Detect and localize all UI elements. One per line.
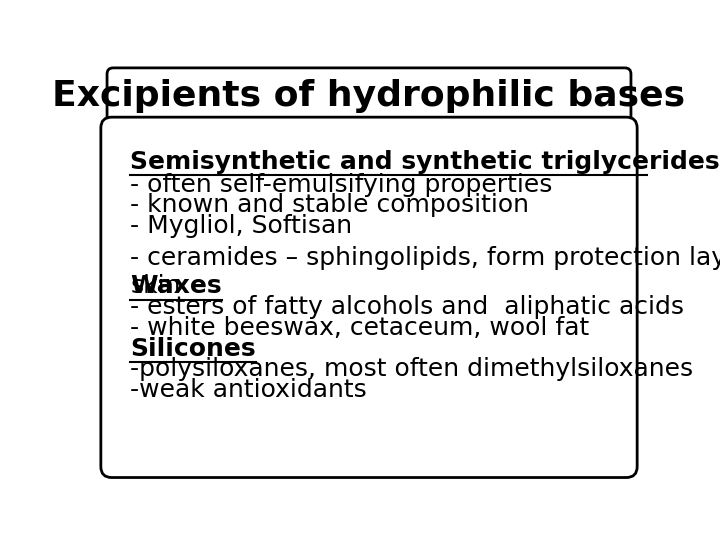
Text: - often self-emulsifying properties: - often self-emulsifying properties bbox=[130, 173, 553, 197]
Text: - white beeswax, cetaceum, wool fat: - white beeswax, cetaceum, wool fat bbox=[130, 316, 590, 340]
Text: Excipients of hydrophilic bases: Excipients of hydrophilic bases bbox=[53, 79, 685, 113]
Text: -weak antioxidants: -weak antioxidants bbox=[130, 378, 367, 402]
Text: Waxes: Waxes bbox=[130, 274, 222, 298]
Text: Silicones: Silicones bbox=[130, 336, 256, 361]
Text: - Mygliol, Softisan: - Mygliol, Softisan bbox=[130, 214, 352, 238]
FancyBboxPatch shape bbox=[107, 68, 631, 125]
Text: - ceramides – sphingolipids, form protection layer on
skin: - ceramides – sphingolipids, form protec… bbox=[130, 246, 720, 298]
Text: Semisynthetic and synthetic triglycerides: Semisynthetic and synthetic triglyceride… bbox=[130, 150, 720, 173]
FancyBboxPatch shape bbox=[101, 117, 637, 477]
Text: - known and stable composition: - known and stable composition bbox=[130, 193, 529, 218]
Text: - esters of fatty alcohols and  aliphatic acids: - esters of fatty alcohols and aliphatic… bbox=[130, 295, 684, 319]
Text: -polysiloxanes, most often dimethylsiloxanes: -polysiloxanes, most often dimethylsilox… bbox=[130, 357, 693, 381]
